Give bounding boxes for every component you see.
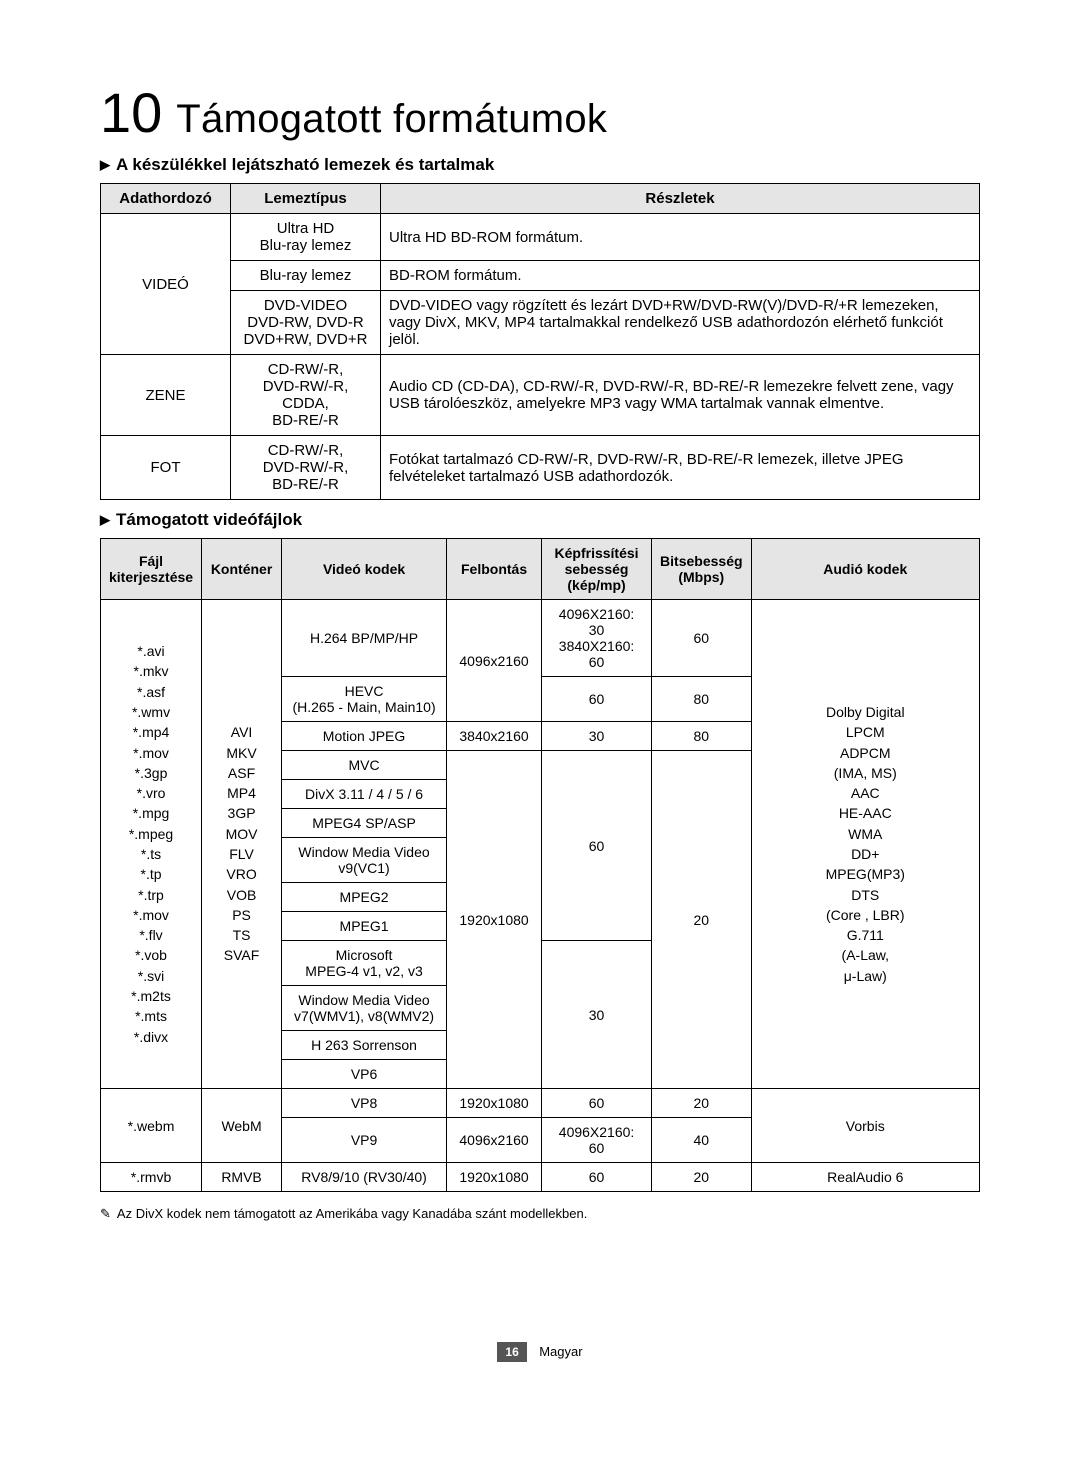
fps-h264: 4096X2160: 30 3840X2160: 60 <box>542 600 652 677</box>
codec-mpeg4: MPEG4 SP/ASP <box>282 809 447 838</box>
res-4096-b: 4096x2160 <box>447 1118 542 1163</box>
section-title: Támogatott formátumok <box>176 97 607 142</box>
fps-60: 60 <box>542 751 652 941</box>
res-1920-b: 1920x1080 <box>447 1089 542 1118</box>
t2-h2: Videó kodek <box>282 539 447 600</box>
t2-h5: Bitsebesség (Mbps) <box>652 539 751 600</box>
codec-h263: H 263 Sorrenson <box>282 1031 447 1060</box>
t1-det-bd: BD-ROM formátum. <box>381 261 980 291</box>
t2-h3: Felbontás <box>447 539 542 600</box>
codec-wmv78: Window Media Video v7(WMV1), v8(WMV2) <box>282 986 447 1031</box>
res-4096-a: 4096x2160 <box>447 600 542 722</box>
t1-media-fot: FOT <box>101 436 231 500</box>
codec-hevc: HEVC (H.265 - Main, Main10) <box>282 677 447 722</box>
video-table: Fájl kiterjesztése Konténer Videó kodek … <box>100 538 980 1192</box>
t2-h1: Konténer <box>202 539 282 600</box>
codec-divx: DivX 3.11 / 4 / 5 / 6 <box>282 780 447 809</box>
page-number: 16 <box>497 1342 526 1362</box>
codec-rv: RV8/9/10 (RV30/40) <box>282 1163 447 1192</box>
t1-h2: Részletek <box>381 184 980 214</box>
codec-ms: Microsoft MPEG-4 v1, v2, v3 <box>282 941 447 986</box>
fps-vp9: 4096X2160: 60 <box>542 1118 652 1163</box>
res-1920-c: 1920x1080 <box>447 1163 542 1192</box>
t1-disc-bd: Blu-ray lemez <box>231 261 381 291</box>
bit-h264: 60 <box>652 600 751 677</box>
codec-mvc: MVC <box>282 751 447 780</box>
subsection-video: ▶ Támogatott videófájlok <box>100 510 980 530</box>
subsection-video-label: Támogatott videófájlok <box>116 510 302 530</box>
page-language: Magyar <box>539 1344 582 1359</box>
page-title: 10 Támogatott formátumok <box>100 80 980 145</box>
cont-webm: WebM <box>202 1089 282 1163</box>
bit-hevc: 80 <box>652 677 751 722</box>
playable-table: Adathordozó Lemeztípus Részletek VIDEÓ U… <box>100 183 980 500</box>
t2-h6: Audió kodek <box>751 539 979 600</box>
fps-mjpeg: 30 <box>542 722 652 751</box>
subsection-playable-label: A készülékkel lejátszható lemezek és tar… <box>116 155 494 175</box>
bit-20-a: 20 <box>652 751 751 1089</box>
codec-h264: H.264 BP/MP/HP <box>282 600 447 677</box>
fps-vp8: 60 <box>542 1089 652 1118</box>
codec-mpeg1: MPEG1 <box>282 912 447 941</box>
res-1920-a: 1920x1080 <box>447 751 542 1089</box>
cont-rmvb: RMVB <box>202 1163 282 1192</box>
bit-mjpeg: 80 <box>652 722 751 751</box>
bit-vp8: 20 <box>652 1089 751 1118</box>
codec-wmv9: Window Media Video v9(VC1) <box>282 838 447 883</box>
t2-ext-list: *.avi *.mkv *.asf *.wmv *.mp4 *.mov *.3g… <box>101 600 202 1089</box>
footnote: ✎ Az DivX kodek nem támogatott az Amerik… <box>100 1206 980 1222</box>
fps-hevc: 60 <box>542 677 652 722</box>
bit-rv: 20 <box>652 1163 751 1192</box>
codec-vp8: VP8 <box>282 1089 447 1118</box>
t2-cont-list: AVI MKV ASF MP4 3GP MOV FLV VRO VOB PS T… <box>202 600 282 1089</box>
section-number: 10 <box>100 80 162 145</box>
t1-media-video: VIDEÓ <box>101 214 231 355</box>
res-3840: 3840x2160 <box>447 722 542 751</box>
t1-h1: Lemeztípus <box>231 184 381 214</box>
codec-vp9: VP9 <box>282 1118 447 1163</box>
codec-mjpeg: Motion JPEG <box>282 722 447 751</box>
t1-det-zene: Audio CD (CD-DA), CD-RW/-R, DVD-RW/-R, B… <box>381 355 980 436</box>
t1-det-dvd: DVD-VIDEO vagy rögzített és lezárt DVD+R… <box>381 291 980 355</box>
aud-vorbis: Vorbis <box>751 1089 979 1163</box>
codec-vp6: VP6 <box>282 1060 447 1089</box>
subsection-playable: ▶ A készülékkel lejátszható lemezek és t… <box>100 155 980 175</box>
bit-vp9: 40 <box>652 1118 751 1163</box>
codec-mpeg2: MPEG2 <box>282 883 447 912</box>
note-text: Az DivX kodek nem támogatott az Amerikáb… <box>117 1206 587 1222</box>
fps-30: 30 <box>542 941 652 1089</box>
ext-webm: *.webm <box>101 1089 202 1163</box>
page-footer: 16 Magyar <box>100 1342 980 1362</box>
t1-media-zene: ZENE <box>101 355 231 436</box>
t1-disc-uhd: Ultra HD Blu-ray lemez <box>231 214 381 261</box>
t2-aud-list: Dolby Digital LPCM ADPCM (IMA, MS) AAC H… <box>751 600 979 1089</box>
triangle-icon: ▶ <box>100 157 110 173</box>
t1-h0: Adathordozó <box>101 184 231 214</box>
t1-disc-dvd: DVD-VIDEO DVD-RW, DVD-R DVD+RW, DVD+R <box>231 291 381 355</box>
fps-rv: 60 <box>542 1163 652 1192</box>
t2-h4: Képfrissítési sebesség (kép/mp) <box>542 539 652 600</box>
t1-det-fot: Fotókat tartalmazó CD-RW/-R, DVD-RW/-R, … <box>381 436 980 500</box>
t1-det-uhd: Ultra HD BD-ROM formátum. <box>381 214 980 261</box>
ext-rmvb: *.rmvb <box>101 1163 202 1192</box>
triangle-icon: ▶ <box>100 512 110 528</box>
aud-real: RealAudio 6 <box>751 1163 979 1192</box>
t1-disc-zene: CD-RW/-R, DVD-RW/-R, CDDA, BD-RE/-R <box>231 355 381 436</box>
t1-disc-fot: CD-RW/-R, DVD-RW/-R, BD-RE/-R <box>231 436 381 500</box>
note-icon: ✎ <box>100 1206 111 1222</box>
t2-h0: Fájl kiterjesztése <box>101 539 202 600</box>
